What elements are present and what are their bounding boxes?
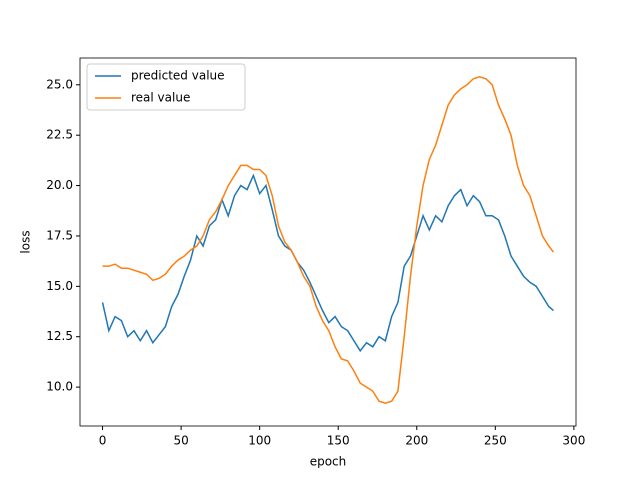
plot-frame: [79, 57, 577, 427]
y-tick-label: 22.5: [46, 128, 73, 142]
x-tick-label: 100: [248, 434, 271, 448]
legend-label: predicted value: [131, 69, 225, 83]
y-tick-label: 25.0: [46, 77, 73, 91]
y-tick-label: 17.5: [46, 228, 73, 242]
line-series: [102, 75, 555, 405]
x-tick-label: 300: [562, 434, 585, 448]
y-tick-label: 20.0: [46, 178, 73, 192]
line-series: [101, 173, 554, 353]
x-tick-label: 50: [173, 434, 188, 448]
y-axis-label: loss: [19, 230, 33, 253]
legend-box: [86, 63, 246, 111]
y-tick-label: 10.0: [46, 380, 73, 394]
y-tick-label: 15.0: [46, 279, 73, 293]
x-tick-label: 250: [484, 434, 507, 448]
x-tick-label: 200: [405, 434, 428, 448]
x-tick-label: 0: [99, 434, 107, 448]
x-axis-label: epoch: [310, 455, 347, 469]
y-tick-label: 12.5: [46, 329, 73, 343]
x-tick-label: 150: [327, 434, 350, 448]
legend-label: real value: [131, 91, 190, 105]
